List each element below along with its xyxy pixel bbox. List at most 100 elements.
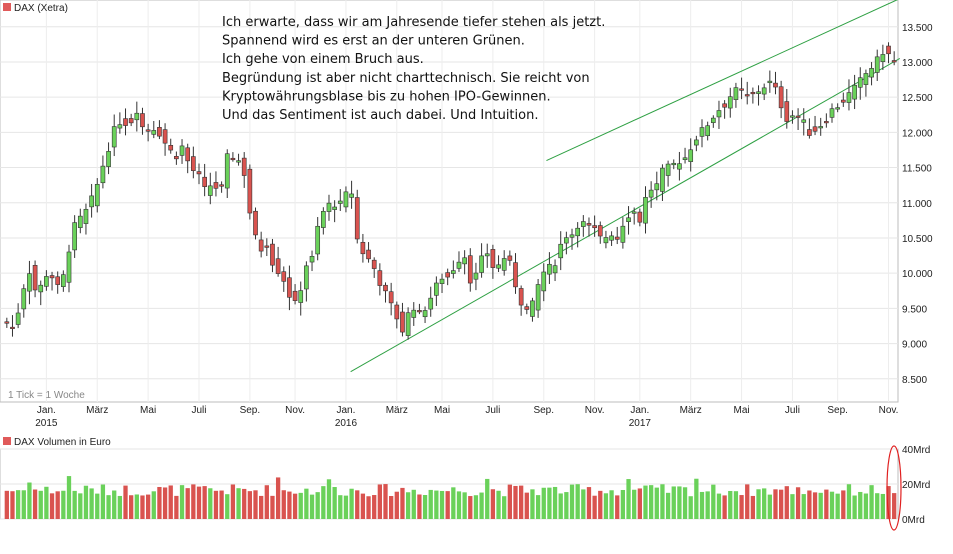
volume-bar	[38, 490, 43, 519]
candle-body	[682, 157, 688, 160]
volume-bar	[569, 484, 575, 519]
candle-body	[603, 237, 609, 244]
volume-bar	[422, 495, 428, 519]
candle-body	[592, 225, 597, 229]
candle-body	[264, 245, 270, 248]
volume-bar	[219, 490, 224, 519]
volume-bar	[829, 491, 835, 519]
volume-bar	[722, 495, 727, 519]
volume-bar	[835, 493, 840, 519]
candle-body	[467, 255, 473, 284]
candle-body	[801, 119, 807, 123]
candle-body	[128, 118, 134, 124]
volume-bar	[660, 484, 665, 519]
candle-body	[343, 191, 349, 208]
price-panel: 8.500 9.000 9.500 10.000 10.500 11.000 11.500 1…	[0, 0, 933, 429]
volume-bar	[253, 490, 258, 519]
price-x-tick-label: Sep.	[240, 405, 261, 416]
candle-body	[767, 80, 773, 84]
volume-bar	[598, 490, 603, 519]
candle-body	[405, 312, 411, 336]
volume-bar	[790, 494, 795, 519]
candle-body	[660, 167, 665, 192]
volume-y-tick-label: 20Mrd	[902, 480, 930, 491]
volume-bar	[818, 492, 823, 519]
candle-body	[456, 261, 462, 269]
volume-bar	[208, 488, 213, 519]
volume-bar	[157, 486, 162, 519]
candle-body	[292, 290, 298, 301]
candle-body	[354, 197, 360, 240]
candle-body	[394, 304, 400, 320]
volume-title: DAX Volumen in Euro	[14, 437, 111, 448]
tick-footnote: 1 Tick = 1 Woche	[8, 390, 85, 401]
candle-body	[541, 271, 547, 292]
candle-body	[688, 149, 694, 162]
candle-body	[360, 241, 366, 255]
volume-bar	[609, 490, 614, 519]
volume-bar	[547, 487, 552, 519]
volume-bar	[66, 476, 72, 519]
candle-body	[140, 113, 145, 128]
volume-bar	[807, 490, 812, 519]
candle-body	[422, 310, 428, 318]
candle-body	[496, 264, 501, 269]
candle-body	[219, 184, 224, 187]
candle-body	[207, 185, 213, 196]
price-y-tick-label: 13.500	[902, 23, 933, 34]
volume-bar	[626, 479, 631, 519]
volume-bar	[767, 494, 772, 519]
candle-body	[72, 222, 77, 251]
volume-bar	[78, 493, 83, 519]
candle-body	[202, 176, 207, 187]
volume-bar	[355, 490, 360, 519]
volume-bar	[275, 477, 281, 519]
candle-body	[162, 129, 168, 144]
volume-bar	[100, 484, 106, 519]
volume-bar	[592, 495, 597, 519]
candle-body	[213, 182, 219, 189]
candle-body	[846, 92, 852, 103]
volume-bar	[795, 487, 801, 519]
price-y-tick-label: 12.000	[902, 128, 933, 139]
price-x-tick-label: März	[680, 405, 702, 416]
volume-bar	[750, 495, 756, 519]
candle-body	[168, 145, 174, 151]
price-y-tick-label: 11.000	[902, 199, 932, 210]
candle-body	[315, 225, 321, 255]
volume-bar	[112, 490, 117, 519]
candle-body	[21, 288, 27, 310]
volume-bar	[445, 491, 450, 519]
candle-body	[694, 139, 699, 146]
volume-bar	[694, 478, 699, 519]
volume-bar	[875, 493, 880, 519]
candle-body	[61, 274, 66, 287]
annotation-line: Ich erwarte, dass wir am Jahresende tief…	[222, 15, 605, 30]
volume-bar	[756, 489, 761, 519]
volume-bar	[745, 484, 750, 519]
volume-bar	[151, 491, 156, 519]
volume-bar	[558, 493, 563, 519]
volume-bar	[513, 485, 518, 519]
volume-bar	[801, 494, 806, 519]
candle-body	[739, 88, 744, 91]
volume-bar	[824, 489, 829, 519]
candle-body	[4, 321, 10, 324]
volume-bar	[309, 494, 315, 519]
volume-bar	[236, 488, 241, 519]
volume-bar	[83, 485, 89, 519]
volume-bar	[439, 490, 445, 519]
volume-bar	[846, 484, 852, 519]
candle-body	[507, 255, 513, 261]
candle-body	[224, 153, 230, 189]
candle-body	[756, 91, 761, 94]
volume-bar	[304, 488, 309, 519]
candle-body	[857, 77, 863, 88]
candle-body	[185, 147, 191, 162]
volume-bar	[185, 488, 190, 519]
candle-body	[15, 312, 21, 325]
price-x-tick-label: Mai	[140, 405, 156, 416]
price-x-tick-label: Juli	[785, 405, 800, 416]
annotation-line: Kryptowährungsblase bis zu hohen IPO-Gew…	[222, 89, 551, 104]
volume-bar	[377, 484, 382, 519]
